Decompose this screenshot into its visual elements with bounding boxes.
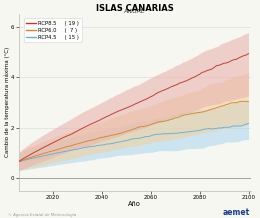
X-axis label: Año: Año	[128, 201, 141, 207]
Text: ANUAL: ANUAL	[124, 9, 145, 14]
Text: aemet: aemet	[222, 208, 250, 217]
Legend: RCP8.5     ( 19 ), RCP6.0     (  7 ), RCP4.5     ( 15 ): RCP8.5 ( 19 ), RCP6.0 ( 7 ), RCP4.5 ( 15…	[24, 18, 82, 42]
Y-axis label: Cambio de la temperatura máxima (°C): Cambio de la temperatura máxima (°C)	[4, 47, 10, 157]
Text: © Agencia Estatal de Meteorología: © Agencia Estatal de Meteorología	[8, 213, 76, 217]
Title: ISLAS CANARIAS: ISLAS CANARIAS	[96, 4, 174, 13]
